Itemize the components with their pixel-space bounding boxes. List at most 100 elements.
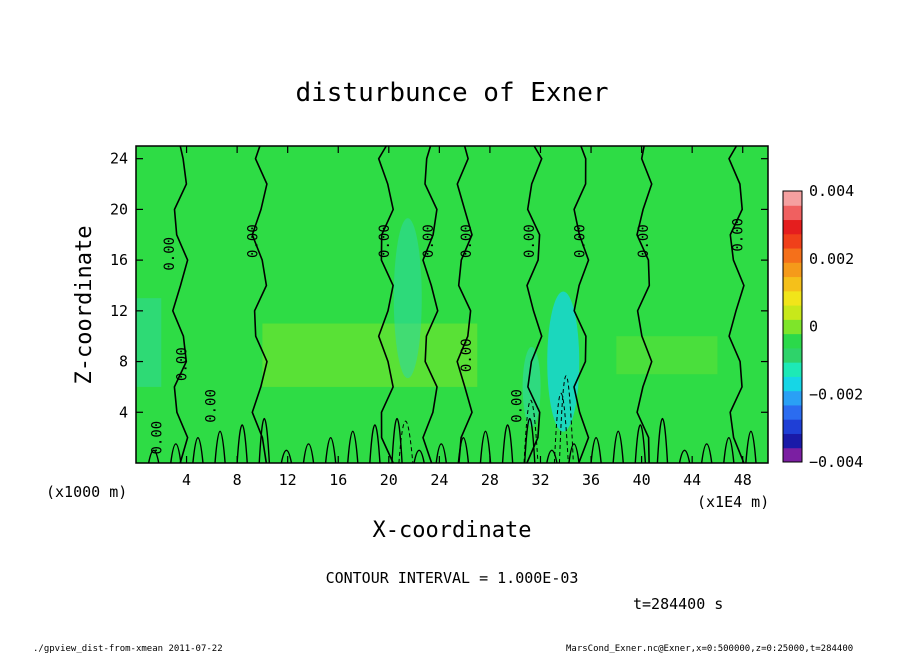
y-tick-label: 4 (119, 403, 128, 421)
plot-background (136, 146, 768, 463)
contour-line (280, 449, 293, 464)
x-tick-label: 48 (734, 471, 752, 489)
contour-line (391, 417, 403, 464)
colorbar-cell (783, 191, 802, 206)
x-unit-label: (x1E4 m) (697, 493, 769, 511)
contour-line (526, 145, 543, 464)
contour-line (728, 145, 745, 464)
contour-line (612, 430, 624, 464)
contour-line (501, 424, 514, 464)
negative-band (547, 291, 580, 432)
contour-line (678, 449, 691, 464)
colorbar-cell (783, 390, 802, 406)
plot-frame (135, 145, 769, 464)
negative-band (522, 346, 541, 427)
contour-label: 0.00 (421, 224, 437, 258)
contour-line (236, 424, 248, 464)
colorbar-cell (783, 347, 802, 363)
x-tick-label: 20 (380, 471, 398, 489)
x-tick-label: 16 (329, 471, 347, 489)
contour-line (251, 145, 268, 464)
contour-line (523, 417, 536, 464)
y-tick-label: 20 (110, 200, 128, 218)
contour-line (723, 437, 735, 464)
contour-line (479, 430, 492, 464)
x-tick-label: 36 (582, 471, 600, 489)
contour-line (435, 443, 448, 464)
colorbar-tick-label: −0.002 (809, 385, 863, 403)
contour-label: 0.00 (731, 218, 747, 252)
contour-line (170, 443, 182, 464)
contour-line (192, 437, 204, 464)
negative-band (136, 298, 162, 387)
contour-line (573, 145, 590, 464)
contour-label: 0.00 (204, 389, 220, 423)
contour-label: 0.00 (149, 421, 165, 455)
contour-line (636, 145, 653, 464)
contour-line (568, 443, 580, 464)
contour-label: 0.00 (636, 224, 652, 258)
field-bands (136, 218, 718, 432)
y-tick-label: 16 (110, 251, 128, 269)
colorbar-cell (783, 447, 802, 463)
colorbar-cell (783, 362, 802, 377)
colorbar-cell (783, 233, 802, 249)
footer-right: MarsCond_Exner.nc@Exner,x=0:500000,z=0:2… (566, 644, 853, 654)
contour-label: 0.00 (377, 224, 393, 258)
colorbar-cell (783, 262, 802, 278)
y-tick-label: 12 (110, 302, 128, 320)
colorbar-cell (783, 433, 802, 449)
y-tick-label: 24 (110, 150, 128, 168)
footer-left: ./gpview_dist-from-xmean 2011-07-22 (33, 644, 223, 654)
colorbar-cell (783, 276, 802, 292)
contour-line (656, 417, 669, 464)
colorbar-labels: 0.004 0.002 0 −0.002 −0.004 (809, 182, 863, 471)
contour-line (302, 443, 315, 464)
y-tick-label: 8 (119, 353, 128, 371)
contour-line (700, 443, 713, 464)
contour-label: 0.00 (245, 224, 261, 258)
negative-contour-line (523, 399, 539, 464)
colorbar-cell (783, 333, 802, 349)
time-text: t=284400 s (633, 595, 723, 613)
contour-labels: 0.00 0.00 0.00 0.00 0.00 0.00 0.00 0.00 0.00 0.00… (149, 218, 746, 455)
contour-label: 0.00 (510, 389, 526, 423)
contour-interval-text: CONTOUR INTERVAL = 1.000E-03 (326, 569, 579, 587)
colorbar-cell (783, 404, 802, 420)
x-tick-label: 24 (430, 471, 448, 489)
negative-band (393, 218, 422, 379)
contour-line (634, 424, 647, 464)
contour-label: 0.00 (162, 237, 178, 271)
x-axis-title: X-coordinate (373, 518, 532, 543)
colorbar-cell (783, 219, 802, 235)
contour-line (422, 145, 439, 464)
colorbar-cell (783, 376, 802, 392)
negative-contour-line (558, 375, 574, 464)
contour-label: 0.00 (459, 224, 475, 258)
contour-line (413, 449, 425, 464)
x-axis-ticks: 4 8 12 16 20 24 28 32 36 40 44 48 (182, 146, 752, 489)
x-tick-label: 4 (182, 471, 191, 489)
colorbar-tick-label: −0.004 (809, 453, 863, 471)
contour-line (258, 417, 271, 464)
colorbar-cell (783, 290, 802, 306)
colorbar-cells (783, 191, 802, 463)
x-tick-label: 40 (633, 471, 651, 489)
positive-band (262, 323, 478, 387)
colorbar-tick-label: 0.004 (809, 182, 854, 200)
contour-line (324, 437, 337, 464)
contour-line (147, 449, 160, 464)
contour-line (456, 145, 473, 464)
colorbar-tick-label: 0 (809, 318, 818, 336)
x-tick-label: 32 (531, 471, 549, 489)
contour-line (546, 449, 558, 464)
colorbar-cell (783, 205, 802, 221)
colorbar: 0.004 0.002 0 −0.002 −0.004 (782, 182, 863, 471)
contour-line (369, 424, 381, 464)
negative-contour-line (553, 392, 569, 464)
contour-line (214, 430, 226, 464)
contour-line (347, 430, 359, 464)
y-axis-ticks: 4 8 12 16 20 24 (110, 150, 768, 421)
contour-line (745, 430, 757, 464)
